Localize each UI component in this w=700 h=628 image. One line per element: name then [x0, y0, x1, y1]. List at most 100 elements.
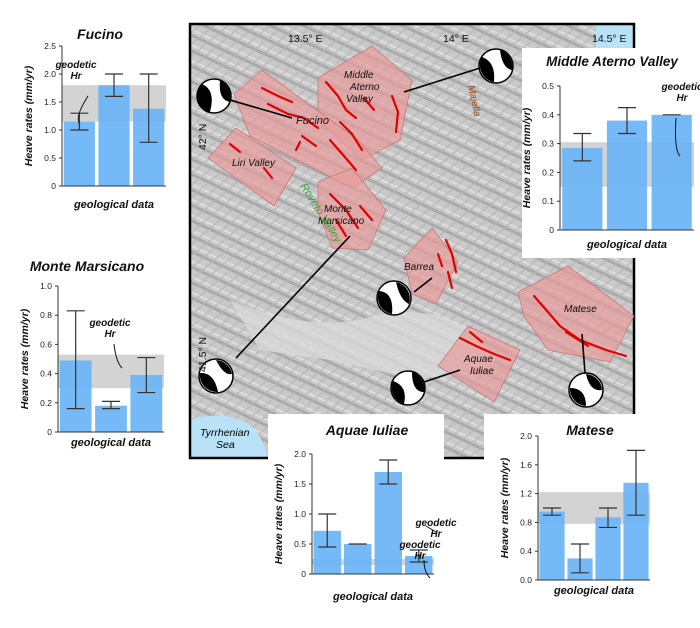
bar	[344, 544, 372, 574]
x-axis-label: geological data	[553, 585, 634, 597]
bar	[95, 405, 127, 432]
geodetic-label: geodetic Hr	[398, 540, 441, 562]
chart-matese: Matese 0.0 0.4 0.8 1.2 1.6 2.0 Heave rates (mm…	[414, 414, 696, 606]
geodetic-label: geodetic Hr	[54, 60, 97, 82]
fault-label-liri-valley: Liri Valley	[232, 158, 276, 169]
polygon-monte-marsicano	[317, 167, 387, 251]
bar	[374, 472, 402, 574]
y-tick-label: 1.0	[44, 125, 56, 135]
chart-title: Fucino	[77, 26, 123, 42]
y-tick-label: 0	[301, 569, 306, 579]
beachball-6	[568, 372, 604, 408]
y-tick-label: 0.5	[294, 539, 306, 549]
chart-title: Middle Aterno Valley	[546, 54, 678, 69]
y-tick-label: 2.0	[44, 69, 56, 79]
y-axis-label: Heave rates (mm/yr)	[19, 308, 31, 409]
geodetic-pointer	[675, 117, 681, 157]
bar	[98, 85, 130, 186]
chart-monte-marsicano: Monte Marsicano 0 0.2 0.4 0.6 0.8 1.0 Heave ra…	[0, 256, 170, 452]
fault-label-line-2: Iuliae	[470, 366, 494, 377]
geodetic-label-line-2: Hr	[676, 93, 688, 104]
fault-label-line-2: Aterno	[349, 82, 380, 93]
y-tick-label: 0.5	[44, 153, 56, 163]
geodetic-pointer	[425, 525, 437, 533]
chart-title: Monte Marsicano	[29, 258, 145, 274]
fault-traces	[228, 80, 628, 362]
y-tick-label: 0.4	[40, 369, 52, 379]
bar	[63, 121, 95, 186]
geodetic-label: geodetic Hr	[414, 518, 457, 540]
geodetic-band	[312, 559, 434, 565]
connector-lines	[229, 67, 587, 387]
chart-middle-aterno-valley: Middle Aterno Valley 0 0.1 0.2 0.3 0.4 0.5 Hea…	[521, 48, 700, 258]
geodetic-label-line-2: Hr	[70, 71, 82, 82]
y-tick-label: 0.1	[542, 196, 554, 206]
chart-aquae-iuliae: Aquae Iuliae 0 0.5 1.0 1.5 2.0 Heave rates (m…	[268, 414, 444, 606]
longitude-label: 14° E	[443, 33, 469, 45]
y-tick-label: 0	[51, 181, 56, 191]
y-axis-label: Heave rates (mm/yr)	[521, 107, 533, 208]
chart-fucino: Fucino 0 0.5 1.0 1.5 2.0 2.5 Heave rates (mm/y…	[0, 24, 170, 214]
fault-label-line-1: Aquae	[463, 354, 493, 365]
y-tick-label: 1.0	[40, 281, 52, 291]
fault-label-line-2: Marsicano	[318, 216, 365, 227]
tyrrhenian-sea-area	[190, 415, 268, 458]
y-tick-label: 1.2	[520, 489, 532, 499]
y-tick-label: 0.2	[40, 398, 52, 408]
geodetic-pointer	[77, 95, 89, 125]
chart-title: Aquae Iuliae	[325, 422, 409, 438]
y-tick-label: 2.5	[44, 41, 56, 51]
fault-polygons	[207, 45, 635, 403]
chart-title: Matese	[566, 422, 614, 438]
latitude-label: 41.5° N	[197, 337, 209, 372]
y-tick-label: 0.6	[40, 339, 52, 349]
y-axis-label: Heave rates (mm/yr)	[23, 65, 35, 166]
geodetic-label: geodetic Hr	[660, 82, 700, 104]
adriatic-sea-area	[596, 24, 634, 50]
fault-label-line-1: Monte	[324, 204, 352, 215]
geodetic-label-line-1: geodetic	[414, 518, 457, 529]
chart-matese-plot: 0.0 0.4 0.8 1.2 1.6 2.0 Heave rates (mm/yr) geo…	[414, 431, 650, 597]
chart-fucino-plot: 0 0.5 1.0 1.5 2.0 2.5 Heave rates (mm/yr) geolo…	[23, 41, 166, 211]
bar	[562, 147, 603, 230]
beachball-2	[478, 48, 514, 84]
beachball-5	[390, 370, 426, 406]
fault-label-matese: Matese	[564, 304, 597, 315]
y-axis-label: Heave rates (mm/yr)	[499, 457, 511, 558]
y-tick-label: 0.4	[542, 110, 554, 120]
y-tick-label: 0.2	[542, 167, 554, 177]
y-tick-label: 0.3	[542, 139, 554, 149]
valley-area	[230, 300, 500, 380]
chart-monte-marsicano-plot: 0 0.2 0.4 0.6 0.8 1.0 Heave rates (mm/yr) geolo…	[19, 281, 164, 449]
geodetic-label-line-1: geodetic	[660, 82, 700, 93]
y-tick-label: 0	[549, 225, 554, 235]
place-label-line-2: Sea	[216, 439, 235, 451]
chart-aquae-iuliae-plot: 0 0.5 1.0 1.5 2.0 Heave rates (mm/yr) geologic…	[273, 449, 441, 603]
geodetic-label-line-2: Hr	[430, 529, 442, 540]
y-tick-label: 0.8	[520, 517, 532, 527]
y-tick-label: 1.6	[520, 460, 532, 470]
geodetic-pointer	[113, 343, 123, 369]
y-tick-label: 0.5	[542, 81, 554, 91]
fault-label-aquae-iuliae: Aquae Iuliae	[463, 354, 494, 377]
fault-label-barrea: Barrea	[404, 262, 434, 273]
fault-label-middle-aterno-valley: Middle Aterno Valley	[344, 70, 380, 105]
geodetic-pointer	[423, 559, 431, 579]
fault-label-line-1: Middle	[344, 70, 374, 81]
chart-middle-aterno-valley-plot: 0 0.1 0.2 0.3 0.4 0.5 Heave rates (mm/yr) geolo…	[521, 81, 700, 251]
y-axis-label: Heave rates (mm/yr)	[273, 463, 285, 564]
latitude-label: 42° N	[197, 124, 209, 150]
place-label-line-1: Tyrrhenian	[200, 427, 250, 439]
x-axis-label: geological data	[332, 591, 413, 603]
fault-label-fucino: Fucino	[296, 115, 329, 127]
polygon-liri-valley	[207, 127, 297, 207]
y-tick-label: 1.5	[44, 97, 56, 107]
x-axis-label: geological data	[73, 199, 154, 211]
bar	[606, 120, 648, 230]
place-label-tyrrhenian-sea: Tyrrhenian Sea	[200, 427, 250, 451]
y-tick-label: 0	[47, 427, 52, 437]
beachball-4	[198, 358, 234, 394]
y-tick-label: 0.8	[40, 310, 52, 320]
polygon-barrea	[403, 227, 459, 305]
y-tick-label: 1.0	[294, 509, 306, 519]
